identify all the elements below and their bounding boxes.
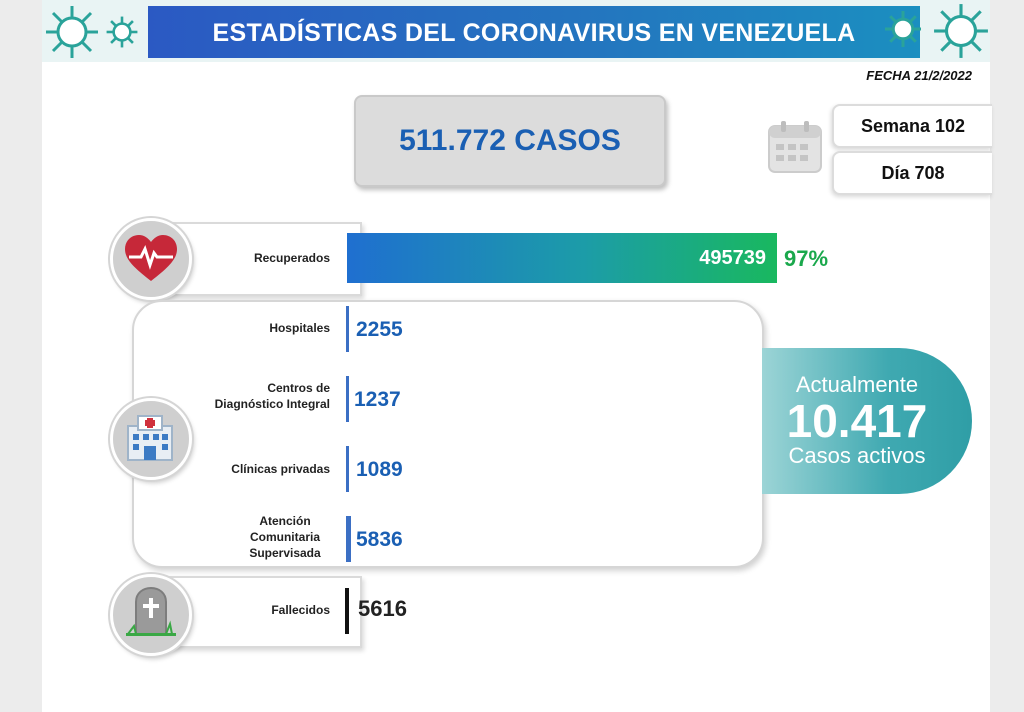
active-cases-value: 10.417 — [786, 395, 928, 447]
recovered-value: 495739 — [699, 247, 766, 269]
private-clinics-label: Clínicas privadas — [231, 462, 330, 476]
virus-icon — [46, 6, 98, 58]
hospital-icon — [127, 415, 173, 461]
header: ESTADÍSTICAS DEL CORONAVIRUS EN VENEZUEL… — [42, 0, 990, 62]
cdi-value: 1237 — [354, 388, 401, 411]
active-cases-line2: Casos activos — [788, 443, 926, 468]
deaths-bar — [345, 588, 349, 634]
private-clinics-bar — [346, 446, 349, 492]
deaths-value: 5616 — [358, 596, 407, 621]
active-cases-panel — [132, 300, 764, 568]
cdi-bar — [346, 376, 349, 422]
deaths-label: Fallecidos — [271, 603, 330, 617]
tombstone-icon — [126, 586, 176, 636]
heart-pulse-icon — [125, 235, 177, 281]
active-cases-line1: Actualmente — [795, 372, 919, 397]
active-cases-box — [762, 348, 972, 494]
calendar-icon — [768, 121, 822, 173]
community-care-bar — [346, 516, 351, 562]
virus-icon — [885, 11, 921, 47]
total-cases-box — [354, 95, 666, 187]
community-care-label: Atención Comunitaria Supervisada — [220, 513, 330, 561]
week-badge: Semana 102 — [832, 104, 992, 148]
recovered-label: Recuperados — [253, 251, 330, 265]
community-care-label-text: Atención Comunitaria Supervisada — [249, 514, 321, 560]
day-badge: Día 708 — [832, 151, 992, 195]
page-title: ESTADÍSTICAS DEL CORONAVIRUS EN VENEZUEL… — [212, 19, 856, 47]
hospitals-value: 2255 — [356, 318, 403, 341]
cdi-label: Centros de Diagnóstico Integral — [180, 380, 330, 412]
header-bar — [148, 6, 920, 58]
hospitals-bar — [346, 306, 349, 352]
recovered-bar — [347, 233, 777, 283]
virus-icon — [934, 4, 988, 58]
community-care-value: 5836 — [356, 528, 403, 551]
cdi-label-text: Centros de Diagnóstico Integral — [214, 381, 330, 411]
virus-icon — [106, 16, 138, 48]
recovered-percent: 97% — [784, 246, 829, 271]
total-cases-label: 511.772 CASOS — [399, 124, 621, 157]
report-date: FECHA 21/2/2022 — [866, 68, 972, 83]
hospitals-label: Hospitales — [269, 321, 330, 335]
private-clinics-value: 1089 — [356, 458, 403, 481]
